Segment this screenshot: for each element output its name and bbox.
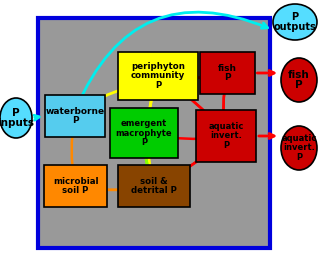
Text: P
inputs: P inputs <box>0 108 35 128</box>
Ellipse shape <box>281 126 317 170</box>
Bar <box>38 18 270 248</box>
Ellipse shape <box>273 4 317 40</box>
Ellipse shape <box>0 98 32 138</box>
Ellipse shape <box>281 58 317 102</box>
Bar <box>45 95 105 137</box>
Text: P
outputs: P outputs <box>274 12 316 32</box>
Text: aquatic
invert.
P: aquatic invert. P <box>281 134 317 162</box>
Bar <box>118 165 190 207</box>
Text: emergent
macrophyte
P: emergent macrophyte P <box>116 119 172 147</box>
Text: waterborne
P: waterborne P <box>46 107 105 125</box>
Bar <box>200 52 255 94</box>
FancyArrowPatch shape <box>76 12 267 108</box>
Bar <box>196 110 256 162</box>
Text: soil &
detrital P: soil & detrital P <box>131 177 177 195</box>
Bar <box>44 165 107 207</box>
Text: periphyton
community
P: periphyton community P <box>131 62 185 90</box>
Text: fish
P: fish P <box>218 64 237 82</box>
Text: aquatic
invert.
P: aquatic invert. P <box>208 122 244 150</box>
Bar <box>110 108 178 158</box>
Bar <box>118 52 198 100</box>
Text: fish
P: fish P <box>288 70 310 90</box>
Text: microbial
soil P: microbial soil P <box>53 177 98 195</box>
